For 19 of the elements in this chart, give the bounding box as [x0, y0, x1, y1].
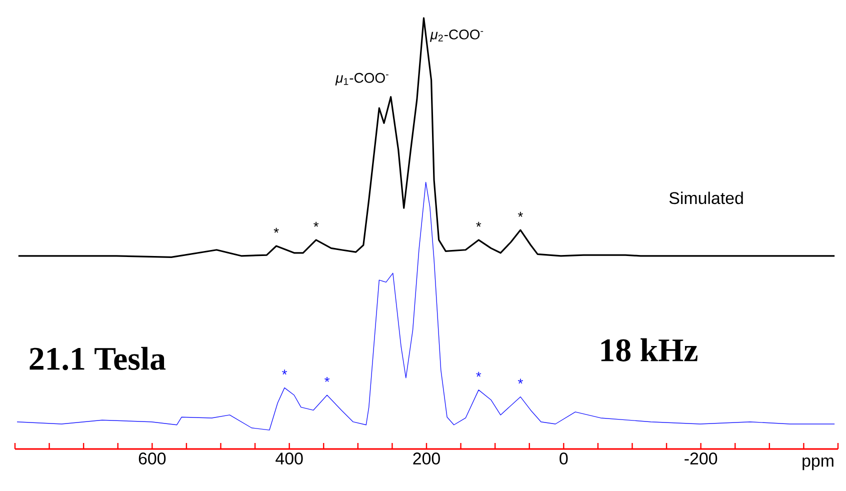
x-tick-label: 0 — [560, 452, 568, 465]
annotation: μ$_{1}$-COO$^{-}$ — [335, 72, 388, 86]
annotation: 21.1 Tesla — [30, 346, 166, 370]
annotation: μ$_{2}$-COO$^{-}$ — [430, 30, 484, 42]
annotation: * — [314, 222, 319, 227]
x-tick-label: -200 — [684, 452, 718, 465]
x-tick-label: 600 — [138, 452, 166, 465]
x-axis-title: ppm — [802, 458, 834, 470]
annotation: * — [282, 370, 288, 375]
x-tick-label: 400 — [276, 452, 303, 465]
annotation: * — [518, 378, 523, 384]
annotation: * — [476, 372, 482, 377]
annotation: * — [476, 222, 482, 227]
annotation: * — [324, 377, 330, 382]
annotation: * — [518, 212, 523, 217]
x-tick-label: 200 — [413, 452, 440, 465]
annotation: * — [274, 228, 279, 233]
annotation: 18 kHz — [601, 338, 698, 362]
text: Simulated — [669, 192, 743, 204]
